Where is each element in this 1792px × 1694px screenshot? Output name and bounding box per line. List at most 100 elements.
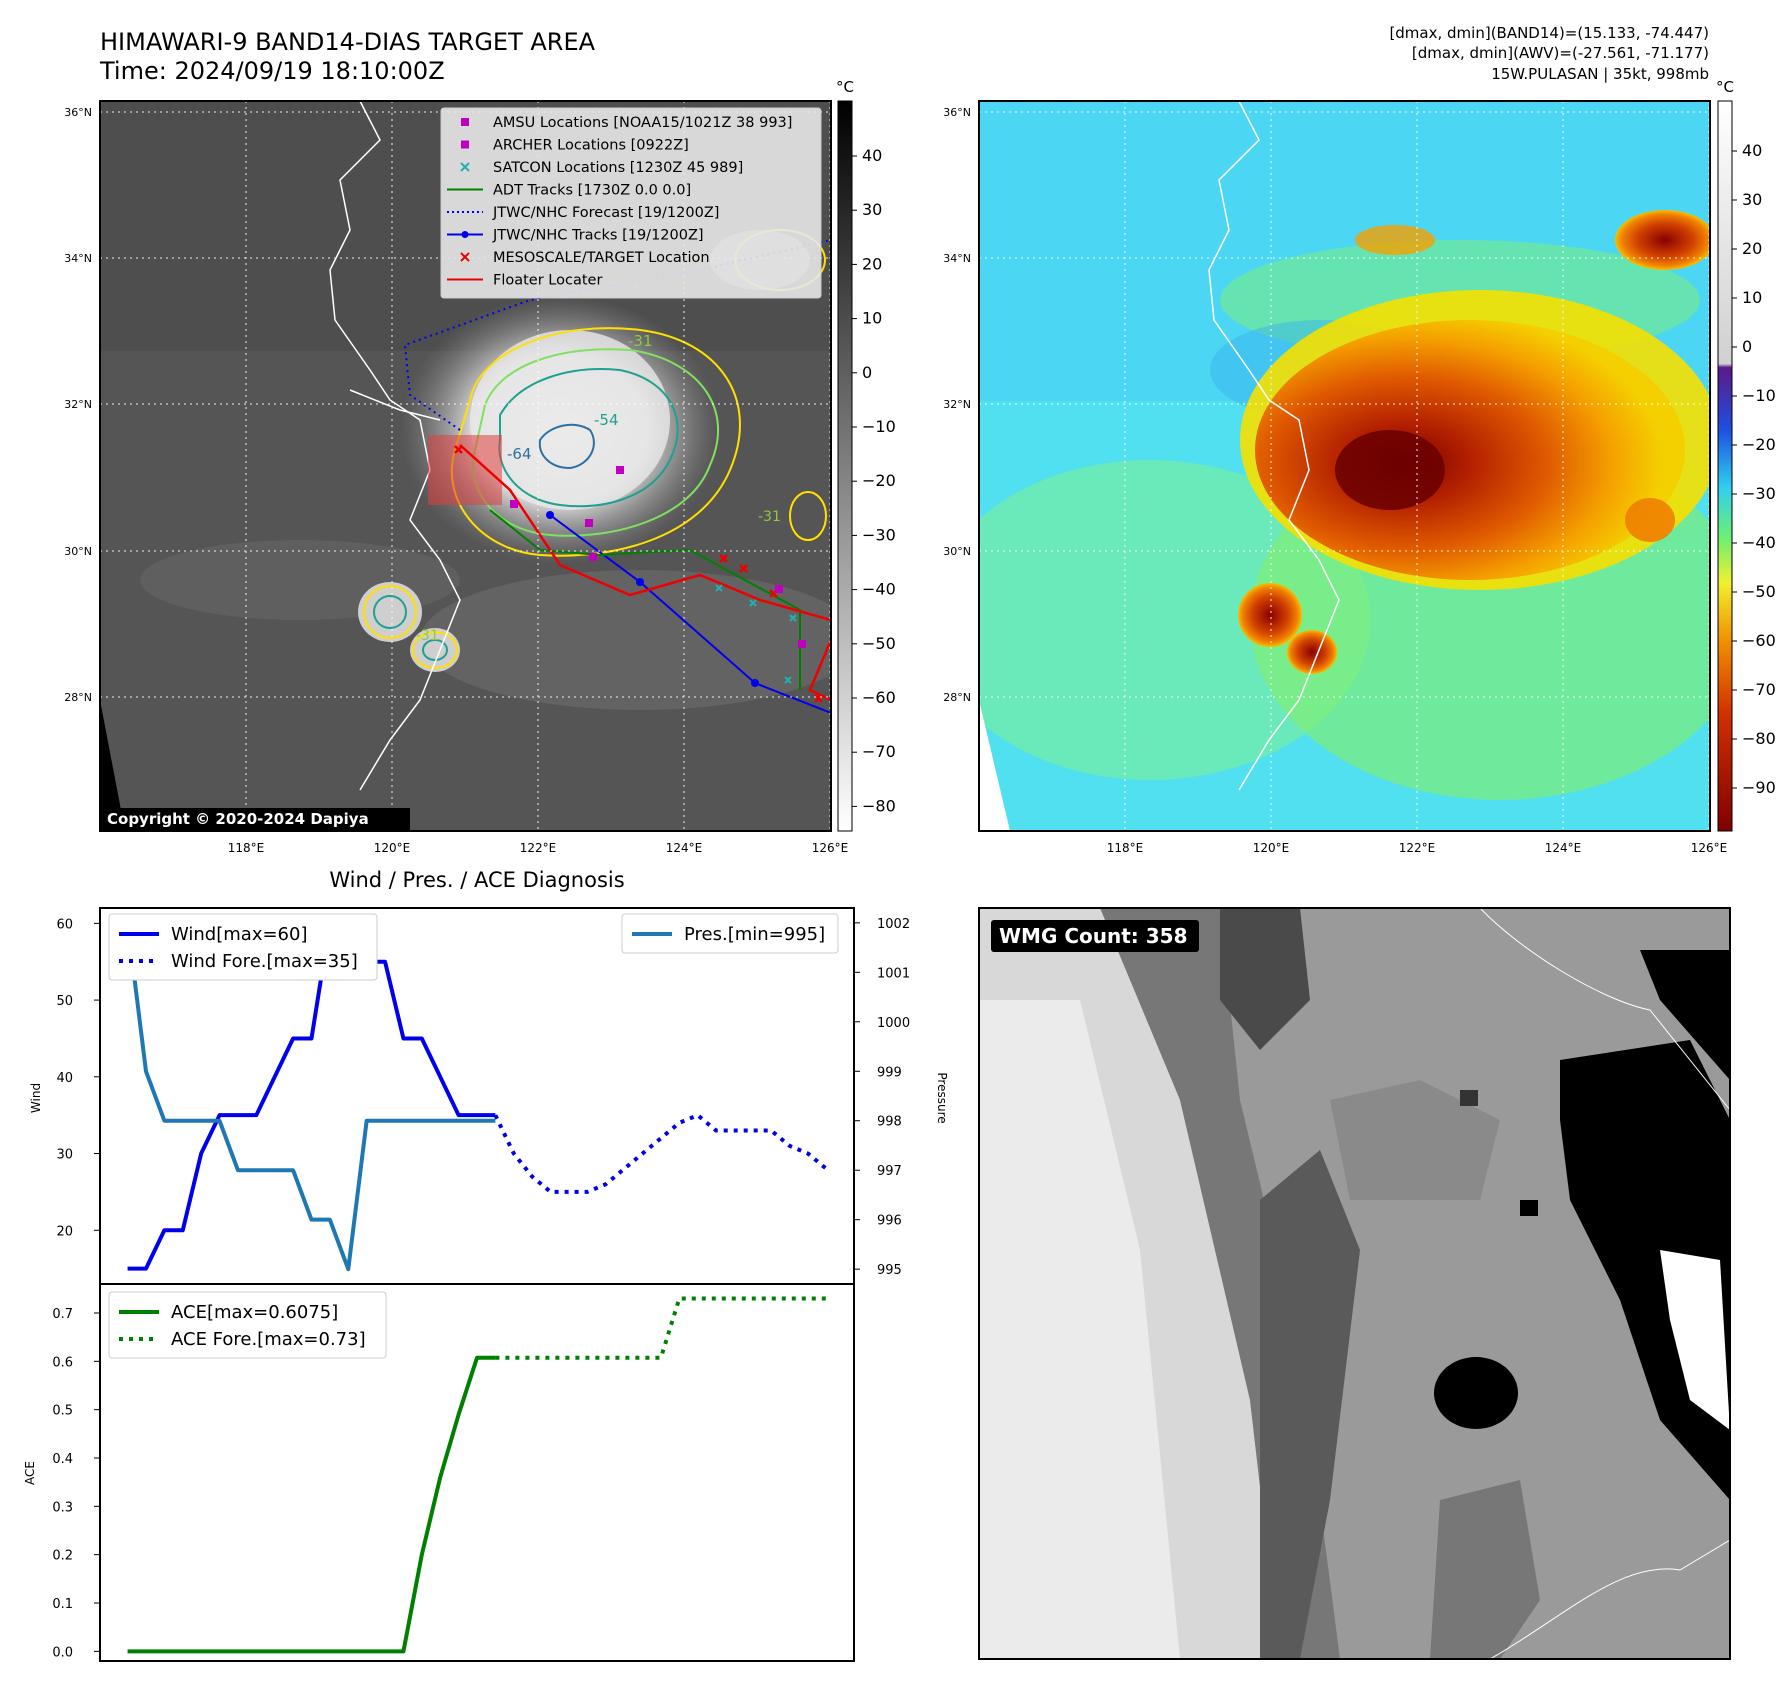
colorbar-tick-label: −20 — [862, 471, 896, 490]
jtwc-track — [549, 514, 831, 714]
pressure-tick-label: 996 — [877, 1214, 902, 1229]
lat-label: 30°N — [64, 545, 92, 558]
adt-track — [489, 509, 801, 690]
chart-legend: ACE[max=0.6075] ACE Fore.[max=0.73] — [108, 1291, 387, 1359]
contour-label: -64 — [507, 445, 532, 463]
pressure-tick-label: 1002 — [877, 917, 910, 932]
info-band14: [dmax, dmin](BAND14)=(15.133, -74.447) — [1389, 24, 1709, 42]
colorbar-tick-label: −40 — [1742, 533, 1776, 552]
copyright: Copyright © 2020-2024 Dapiya — [107, 810, 369, 828]
figure-title: HIMAWARI-9 BAND14-DIAS TARGET AREA — [100, 28, 596, 56]
contour-label: -31 — [628, 332, 653, 350]
pressure-tick-label: 1001 — [877, 966, 910, 981]
lat-label: 32°N — [64, 398, 92, 411]
map-legend: AMSU Locations [NOAA15/1021Z 38 993] ARCH… — [440, 107, 822, 299]
pressure-tick-label: 999 — [877, 1065, 902, 1080]
ir-map-frame — [99, 100, 832, 832]
colorbar-tick-label: 30 — [1742, 190, 1762, 209]
lon-label: 122°E — [520, 841, 557, 855]
wind-tick-label: 50 — [56, 994, 73, 1009]
svg-text:JTWC/NHC Forecast [19/1200Z]: JTWC/NHC Forecast [19/1200Z] — [492, 205, 719, 221]
colorbar-tick-label: −70 — [862, 742, 896, 761]
ace-ylabel: ACE — [23, 1461, 37, 1485]
lat-label: 28°N — [943, 691, 971, 704]
wind-ylabel: Wind — [29, 1083, 43, 1113]
wmg-frame — [978, 907, 1731, 1660]
satcon-markers — [715, 584, 797, 684]
colorbar-tick-label: −20 — [1742, 435, 1776, 454]
lat-label: 34°N — [943, 252, 971, 265]
lon-label: 126°E — [1691, 841, 1728, 855]
pressure-tick-label: 1000 — [877, 1016, 910, 1031]
series-line-2 — [125, 922, 496, 1272]
wmg-count: WMG Count: 358 — [999, 924, 1188, 948]
legend-item: Floater Locater — [447, 273, 602, 289]
svg-text:ADT Tracks [1730Z 0.0 0.0]: ADT Tracks [1730Z 0.0 0.0] — [493, 183, 691, 199]
chart-legend-label: ACE[max=0.6075] — [171, 1302, 338, 1323]
lat-label: 32°N — [943, 398, 971, 411]
amsu-archer-markers — [510, 466, 806, 648]
colorbar-tick-label: 0 — [1742, 337, 1752, 356]
lon-label: 118°E — [1107, 841, 1144, 855]
target-box — [428, 435, 502, 505]
legend-item: ARCHER Locations [0922Z] — [461, 138, 689, 154]
jtwc-point — [751, 679, 759, 687]
colorbar-tick-label: −40 — [862, 580, 896, 599]
info-awv: [dmax, dmin](AWV)=(-27.561, -71.177) — [1412, 44, 1709, 62]
lon-label: 126°E — [812, 841, 849, 855]
legend-item: MESOSCALE/TARGET Location — [460, 250, 710, 266]
awv-map-image — [979, 101, 1710, 831]
lon-label: 122°E — [1399, 841, 1436, 855]
wind-tick-label: 20 — [56, 1224, 73, 1239]
legend-item: SATCON Locations [1230Z 45 989] — [460, 160, 743, 176]
wind-tick-label: 40 — [56, 1071, 73, 1086]
lat-label: 28°N — [64, 691, 92, 704]
ir-colorbar — [837, 100, 853, 832]
ace-tick-label: 0.1 — [52, 1597, 73, 1612]
lat-label: 30°N — [943, 545, 971, 558]
awv-map-frame — [978, 100, 1711, 832]
colorbar-tick-label: 30 — [862, 200, 882, 219]
lon-label: 120°E — [374, 841, 411, 855]
svg-text:AMSU Locations [NOAA15/1021Z 3: AMSU Locations [NOAA15/1021Z 38 993] — [493, 115, 792, 131]
chart-legend-label: Wind[max=60] — [171, 924, 308, 945]
svg-text:SATCON Locations [1230Z 45 989: SATCON Locations [1230Z 45 989] — [493, 160, 743, 176]
colorbar-tick-label: −50 — [862, 634, 896, 653]
svg-text:MESOSCALE/TARGET Location: MESOSCALE/TARGET Location — [493, 250, 710, 266]
colorbar-tick-label: 20 — [1742, 239, 1762, 258]
colorbar-tick-label: 10 — [1742, 288, 1762, 307]
ace-tick-label: 0.5 — [52, 1404, 73, 1419]
wind-tick-label: 30 — [56, 1148, 73, 1163]
jtwc-point — [636, 578, 644, 586]
colorbar-tick-label: −10 — [862, 417, 896, 436]
lat-label: 36°N — [943, 106, 971, 119]
lon-label: 124°E — [666, 841, 703, 855]
chart-legend-label: Wind Fore.[max=35] — [171, 951, 358, 972]
info-storm: 15W.PULASAN | 35kt, 998mb — [1491, 65, 1709, 83]
ace-tick-label: 0.2 — [52, 1549, 73, 1564]
contour-label: -31 — [416, 628, 439, 644]
pressure-tick-label: 995 — [877, 1263, 902, 1278]
chart-legend-label: ACE Fore.[max=0.73] — [171, 1329, 366, 1350]
legend-item: AMSU Locations [NOAA15/1021Z 38 993] — [461, 115, 792, 131]
floater-locater — [459, 444, 831, 622]
lat-label: 36°N — [64, 106, 92, 119]
pressure-tick-label: 997 — [877, 1164, 902, 1179]
colorbar-tick-label: −60 — [1742, 631, 1776, 650]
jtwc-point — [546, 511, 554, 519]
wmg-image — [979, 908, 1730, 1659]
colorbar-tick-label: −70 — [1742, 680, 1776, 699]
colorbar-tick-label: −80 — [1742, 729, 1776, 748]
lat-label: 34°N — [64, 252, 92, 265]
figure-time: Time: 2024/09/19 18:10:00Z — [99, 57, 445, 85]
legend-item: ADT Tracks [1730Z 0.0 0.0] — [447, 183, 691, 199]
chart-legend: Pres.[min=995] — [621, 913, 839, 954]
colorbar-tick-label: 40 — [862, 146, 882, 165]
colorbar-tick-label: 20 — [862, 254, 882, 273]
colorbar-tick-label: −60 — [862, 688, 896, 707]
svg-text:JTWC/NHC Tracks [19/1200Z]: JTWC/NHC Tracks [19/1200Z] — [492, 228, 704, 244]
chart-legend-label: Pres.[min=995] — [684, 924, 825, 945]
wind-tick-label: 60 — [56, 917, 73, 932]
ace-series-line-0 — [127, 1355, 496, 1654]
